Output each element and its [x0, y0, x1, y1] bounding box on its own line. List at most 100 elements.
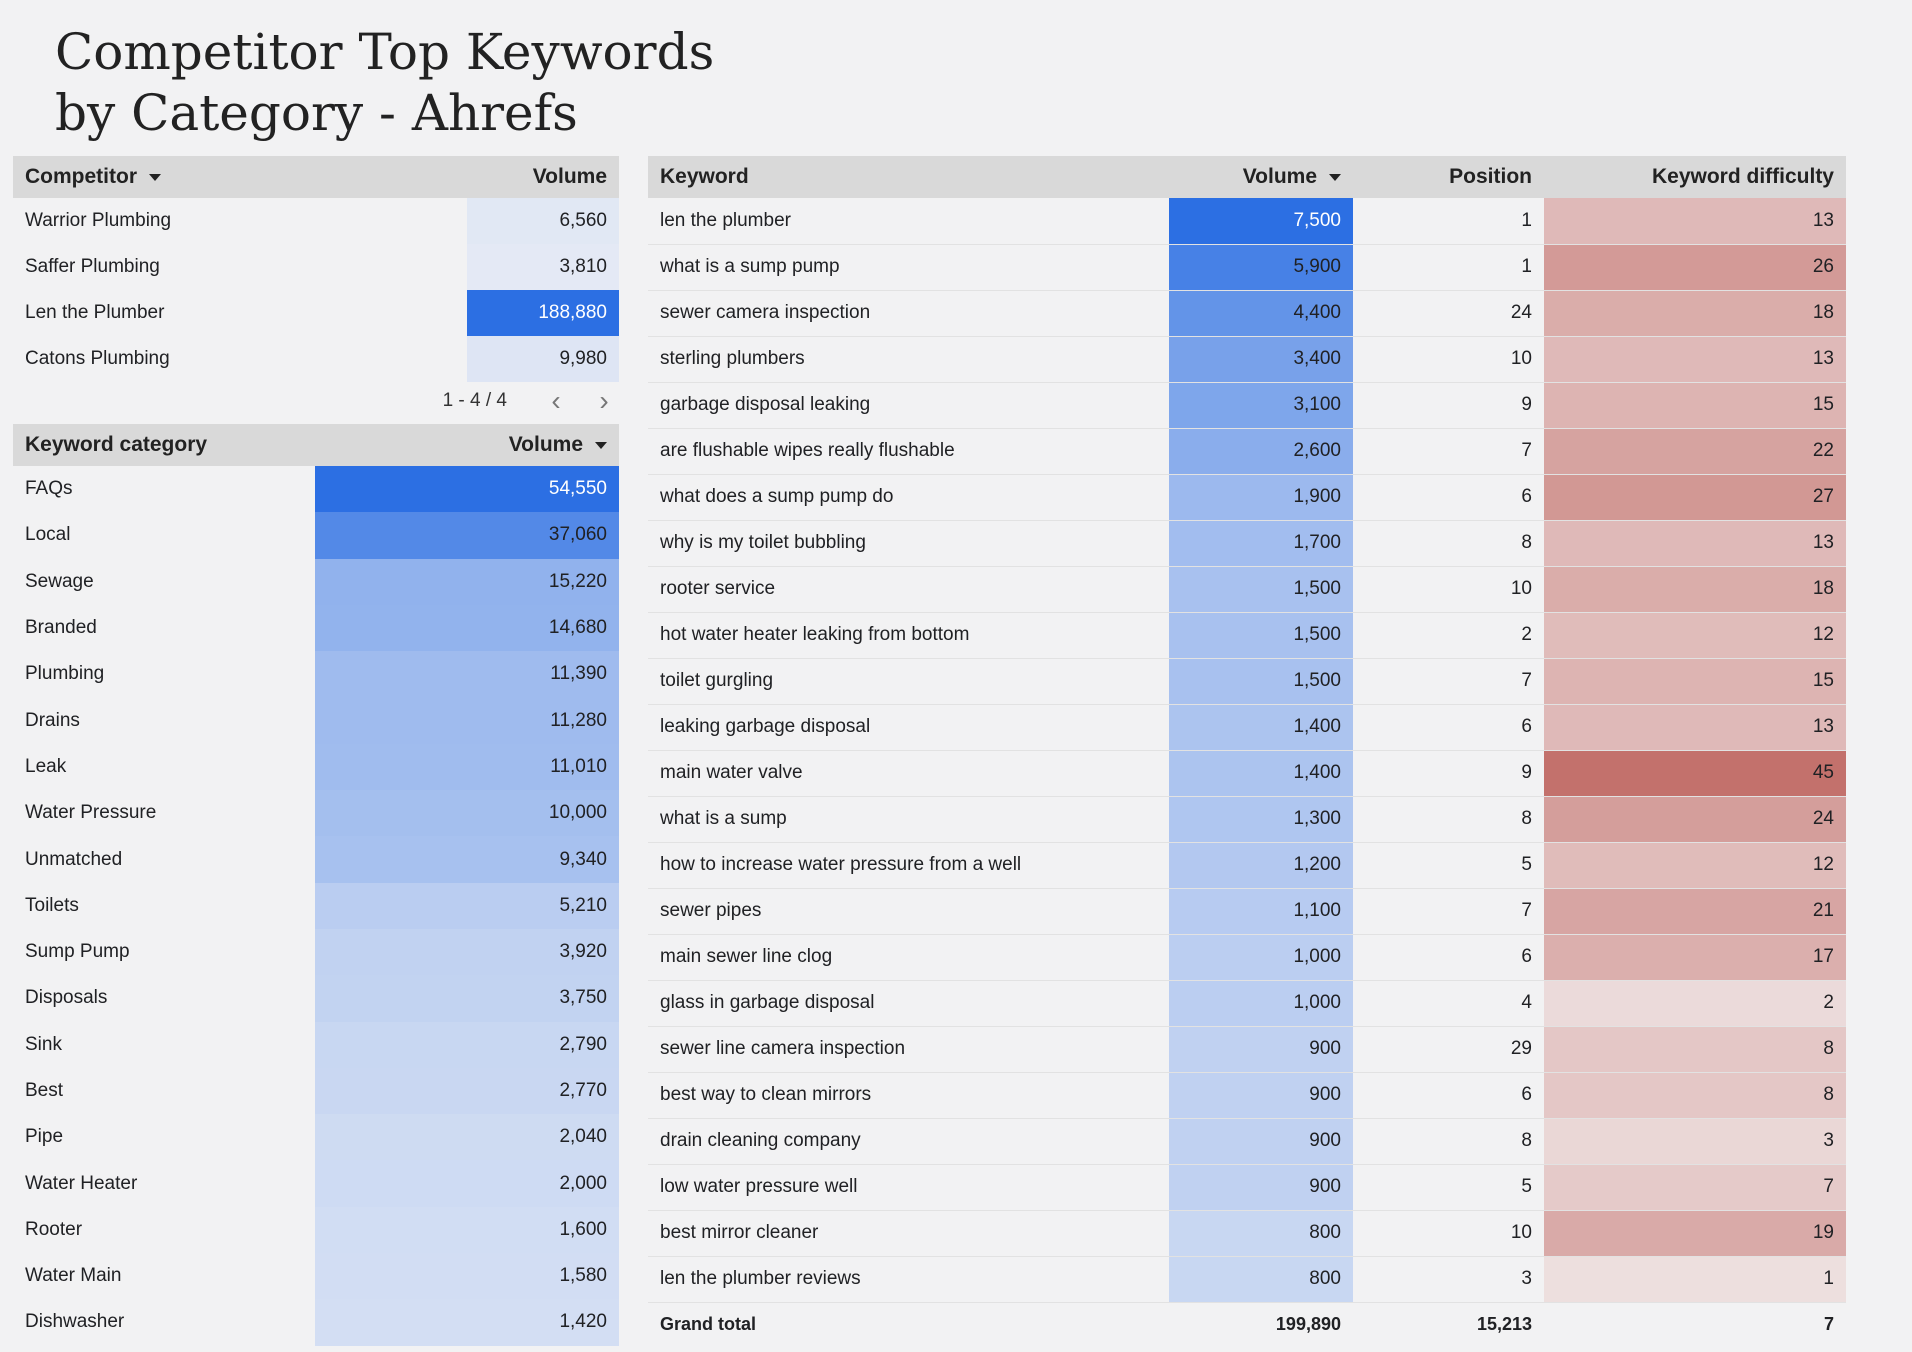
table-row[interactable]: Drains 11,280	[13, 697, 619, 744]
keyword-text: garbage disposal leaking	[648, 382, 1169, 429]
table-row[interactable]: toilet gurgling 1,500 7 15	[648, 658, 1846, 705]
table-row[interactable]: Disposals 3,750	[13, 975, 619, 1022]
table-row[interactable]: rooter service 1,500 10 18	[648, 566, 1846, 613]
keyword-volume: 900	[1169, 1072, 1353, 1119]
keyword-text: toilet gurgling	[648, 658, 1169, 705]
keyword-position: 1	[1353, 198, 1544, 245]
table-row[interactable]: sterling plumbers 3,400 10 13	[648, 336, 1846, 383]
keyword-difficulty: 45	[1544, 750, 1846, 797]
chevron-left-icon[interactable]: ‹	[551, 385, 561, 416]
keyword-text: leaking garbage disposal	[648, 704, 1169, 751]
table-row[interactable]: Best 2,770	[13, 1067, 619, 1115]
table-row[interactable]: FAQs 54,550	[13, 466, 619, 513]
table-row[interactable]: why is my toilet bubbling 1,700 8 13	[648, 520, 1846, 567]
table-row[interactable]: what does a sump pump do 1,900 6 27	[648, 474, 1846, 521]
keyword-volume: 3,100	[1169, 382, 1353, 429]
table-row[interactable]: main water valve 1,400 9 45	[648, 750, 1846, 797]
keyword-position: 29	[1353, 1026, 1544, 1073]
chevron-right-icon[interactable]: ›	[599, 385, 609, 416]
keyword-volume: 7,500	[1169, 198, 1353, 245]
table-row[interactable]: Rooter 1,600	[13, 1206, 619, 1254]
category-name: Water Heater	[25, 1172, 138, 1194]
table-row[interactable]: Len the Plumber 188,880	[13, 290, 619, 336]
table-row[interactable]: Sump Pump 3,920	[13, 928, 619, 976]
keyword-volume: 900	[1169, 1118, 1353, 1165]
competitor-name: Catons Plumbing	[25, 348, 170, 369]
table-row[interactable]: leaking garbage disposal 1,400 6 13	[648, 704, 1846, 751]
table-row[interactable]: Toilets 5,210	[13, 882, 619, 929]
difficulty-column-header[interactable]: Keyword difficulty	[1544, 156, 1846, 198]
category-name: Best	[25, 1080, 64, 1101]
table-row[interactable]: Catons Plumbing 9,980	[13, 336, 619, 382]
table-header-row: Keyword category Volume	[13, 424, 619, 466]
keyword-difficulty: 13	[1544, 704, 1846, 751]
keyword-volume: 1,100	[1169, 888, 1353, 935]
keyword-position: 3	[1353, 1256, 1544, 1303]
keyword-text: sewer camera inspection	[648, 290, 1169, 337]
table-row[interactable]: len the plumber 7,500 1 13	[648, 198, 1846, 245]
table-row[interactable]: best mirror cleaner 800 10 19	[648, 1210, 1846, 1257]
table-row[interactable]: Water Main 1,580	[13, 1253, 619, 1300]
grand-total-position: 15,213	[1476, 1313, 1532, 1334]
keyword-position: 7	[1353, 428, 1544, 475]
position-column-header[interactable]: Position	[1353, 156, 1544, 198]
grand-total-row: Grand total 199,890 15,213 7	[648, 1302, 1846, 1346]
table-row[interactable]: Sewage 15,220	[13, 558, 619, 605]
competitor-column-header[interactable]: Competitor	[13, 156, 467, 198]
keyword-difficulty: 12	[1544, 842, 1846, 889]
keyword-table: Keyword Volume Position Keyword difficul…	[648, 156, 1846, 1346]
category-name: Leak	[25, 755, 67, 777]
keyword-text: why is my toilet bubbling	[648, 520, 1169, 567]
keyword-text: best way to clean mirrors	[648, 1072, 1169, 1119]
table-row[interactable]: Water Heater 2,000	[13, 1160, 619, 1207]
category-name: Plumbing	[25, 663, 105, 685]
table-row[interactable]: Sink 2,790	[13, 1021, 619, 1068]
table-row[interactable]: sewer camera inspection 4,400 24 18	[648, 290, 1846, 337]
category-name: Unmatched	[25, 848, 123, 870]
table-row[interactable]: Water Pressure 10,000	[13, 790, 619, 837]
table-row[interactable]: Pipe 2,040	[13, 1114, 619, 1161]
keyword-volume: 1,000	[1169, 934, 1353, 981]
volume-column-header[interactable]: Volume	[315, 424, 619, 466]
category-name: Pipe	[25, 1126, 64, 1148]
table-row[interactable]: sewer line camera inspection 900 29 8	[648, 1026, 1846, 1073]
table-row[interactable]: Leak 11,010	[13, 743, 619, 791]
table-row[interactable]: low water pressure well 900 5 7	[648, 1164, 1846, 1211]
table-row[interactable]: Unmatched 9,340	[13, 836, 619, 883]
volume-column-header[interactable]: Volume	[467, 156, 619, 198]
competitor-volume: 3,810	[467, 244, 619, 290]
table-row[interactable]: drain cleaning company 900 8 3	[648, 1118, 1846, 1165]
keyword-position: 10	[1353, 1210, 1544, 1257]
table-row[interactable]: what is a sump pump 5,900 1 26	[648, 244, 1846, 291]
table-row[interactable]: are flushable wipes really flushable 2,60…	[648, 428, 1846, 475]
keyword-text: low water pressure well	[648, 1164, 1169, 1211]
category-column-header[interactable]: Keyword category	[13, 424, 315, 466]
table-row[interactable]: sewer pipes 1,100 7 21	[648, 888, 1846, 935]
keyword-difficulty: 13	[1544, 198, 1846, 245]
page-title: Competitor Top Keywords by Category - Ah…	[55, 23, 715, 142]
keyword-difficulty: 18	[1544, 566, 1846, 613]
table-row[interactable]: how to increase water pressure from a we…	[648, 842, 1846, 889]
table-row[interactable]: Local 37,060	[13, 512, 619, 559]
keyword-position: 4	[1353, 980, 1544, 1027]
category-name: Water Pressure	[25, 802, 157, 824]
table-row[interactable]: Branded 14,680	[13, 604, 619, 652]
keyword-column-header[interactable]: Keyword	[648, 156, 1169, 198]
table-row[interactable]: what is a sump 1,300 8 24	[648, 796, 1846, 843]
competitor-name: Warrior Plumbing	[25, 210, 172, 231]
category-name: Rooter	[25, 1218, 83, 1240]
table-row[interactable]: hot water heater leaking from bottom 1,50…	[648, 612, 1846, 659]
keyword-position: 9	[1353, 382, 1544, 429]
table-row[interactable]: Saffer Plumbing 3,810	[13, 244, 619, 290]
keyword-volume: 1,500	[1169, 612, 1353, 659]
table-row[interactable]: len the plumber reviews 800 3 1	[648, 1256, 1846, 1303]
keyword-position: 8	[1353, 1118, 1544, 1165]
volume-column-header[interactable]: Volume	[1169, 156, 1353, 198]
table-row[interactable]: glass in garbage disposal 1,000 4 2	[648, 980, 1846, 1027]
table-row[interactable]: Plumbing 11,390	[13, 651, 619, 698]
table-row[interactable]: best way to clean mirrors 900 6 8	[648, 1072, 1846, 1119]
table-row[interactable]: Warrior Plumbing 6,560	[13, 198, 619, 244]
table-row[interactable]: main sewer line clog 1,000 6 17	[648, 934, 1846, 981]
table-row[interactable]: Dishwasher 1,420	[13, 1299, 619, 1346]
table-row[interactable]: garbage disposal leaking 3,100 9 15	[648, 382, 1846, 429]
